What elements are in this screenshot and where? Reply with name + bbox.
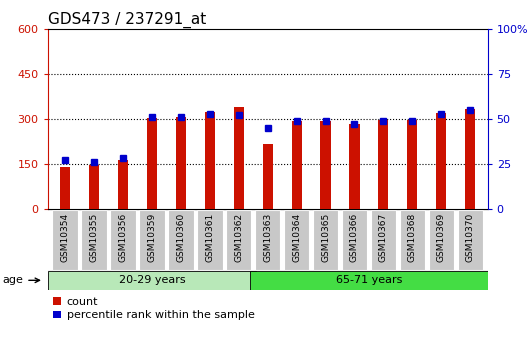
Bar bbox=[118, 160, 128, 209]
Text: 20-29 years: 20-29 years bbox=[119, 275, 185, 285]
Bar bbox=[89, 165, 99, 209]
Bar bbox=[139, 210, 165, 269]
Bar bbox=[292, 120, 302, 209]
Bar bbox=[250, 271, 499, 290]
Text: age: age bbox=[2, 275, 40, 285]
Bar bbox=[205, 111, 215, 209]
Bar bbox=[168, 210, 193, 269]
Bar bbox=[313, 210, 338, 269]
Bar bbox=[52, 210, 78, 269]
Bar bbox=[197, 210, 223, 269]
Bar bbox=[370, 210, 396, 269]
Text: GSM10362: GSM10362 bbox=[234, 213, 243, 262]
Text: GSM10360: GSM10360 bbox=[176, 213, 186, 262]
Bar bbox=[284, 210, 310, 269]
Bar bbox=[176, 117, 186, 209]
Bar bbox=[226, 210, 251, 269]
Text: GSM10359: GSM10359 bbox=[147, 213, 156, 262]
Text: GSM10364: GSM10364 bbox=[292, 213, 301, 262]
Bar bbox=[465, 109, 475, 209]
Text: GSM10370: GSM10370 bbox=[466, 213, 475, 262]
Text: GSM10355: GSM10355 bbox=[90, 213, 99, 262]
Bar bbox=[262, 145, 273, 209]
Bar bbox=[48, 271, 256, 290]
Bar bbox=[407, 120, 418, 209]
Text: GSM10363: GSM10363 bbox=[263, 213, 272, 262]
Text: GSM10361: GSM10361 bbox=[205, 213, 214, 262]
Bar bbox=[81, 210, 107, 269]
Text: GSM10367: GSM10367 bbox=[379, 213, 388, 262]
Text: GSM10354: GSM10354 bbox=[60, 213, 69, 262]
Bar bbox=[349, 124, 359, 209]
Text: GSM10366: GSM10366 bbox=[350, 213, 359, 262]
Bar bbox=[255, 210, 280, 269]
Bar bbox=[321, 120, 331, 209]
Text: GSM10365: GSM10365 bbox=[321, 213, 330, 262]
Bar bbox=[457, 210, 483, 269]
Text: GSM10368: GSM10368 bbox=[408, 213, 417, 262]
Bar bbox=[342, 210, 367, 269]
Bar bbox=[436, 113, 446, 209]
Text: 65-71 years: 65-71 years bbox=[336, 275, 402, 285]
Bar bbox=[110, 210, 136, 269]
Bar bbox=[234, 107, 244, 209]
Text: GSM10369: GSM10369 bbox=[437, 213, 446, 262]
Bar bbox=[429, 210, 454, 269]
Bar bbox=[400, 210, 425, 269]
Text: GSM10356: GSM10356 bbox=[118, 213, 127, 262]
Text: GDS473 / 237291_at: GDS473 / 237291_at bbox=[48, 12, 206, 28]
Bar bbox=[60, 167, 70, 209]
Bar bbox=[147, 118, 157, 209]
Legend: count, percentile rank within the sample: count, percentile rank within the sample bbox=[53, 297, 254, 321]
Bar bbox=[378, 120, 388, 209]
